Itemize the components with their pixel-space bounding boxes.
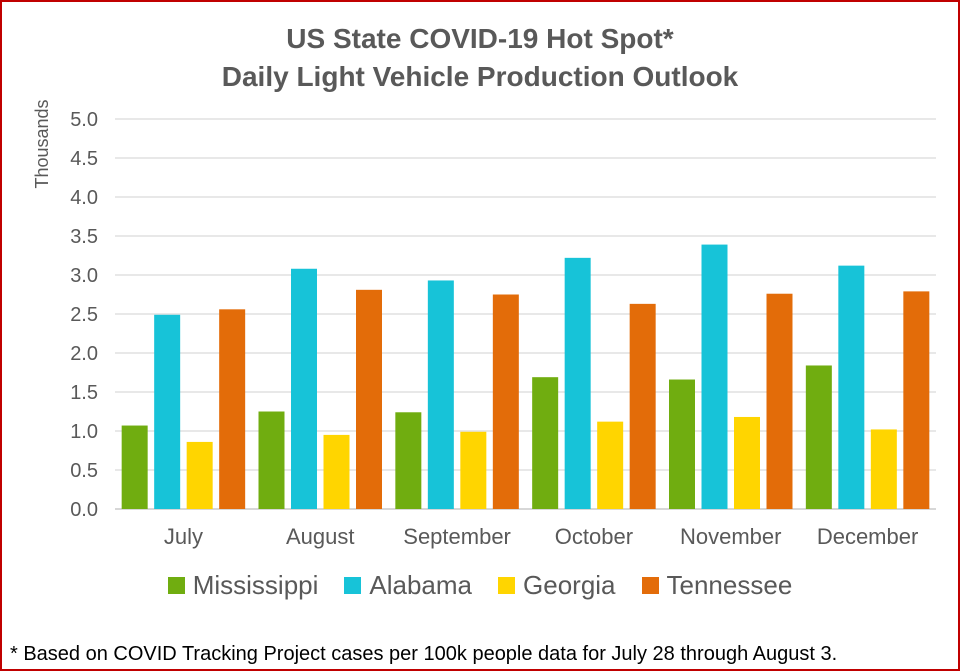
legend-item-mississippi: Mississippi [167, 570, 319, 601]
gridlines [115, 118, 936, 510]
bar-georgia-november [734, 416, 760, 509]
x-category-label: December [817, 524, 918, 549]
x-category-label: October [555, 524, 633, 549]
bar-tennessee-october [629, 303, 656, 509]
bar-mississippi-september [395, 412, 422, 509]
legend-swatch [167, 577, 185, 594]
y-axis-label: Thousands [32, 99, 52, 188]
bars [121, 244, 930, 509]
y-tick-label: 0.5 [70, 460, 98, 482]
legend-swatch [498, 577, 516, 594]
bar-alabama-december [838, 265, 865, 509]
y-tick-label: 4.0 [70, 187, 98, 209]
chart-subtitle: Daily Light Vehicle Production Outlook [221, 61, 739, 92]
y-tick-label: 3.5 [70, 226, 98, 248]
bar-chart: 0.0 0.5 1.0 1.5 2.0 2.5 3.0 3.5 4.0 4.5 5.0 July Au… [32, 99, 936, 549]
bar-alabama-july [154, 314, 181, 509]
legend-label: Mississippi [192, 570, 319, 600]
bar-georgia-july [186, 441, 213, 509]
y-tick-label: 0.0 [70, 499, 98, 521]
bar-mississippi-august [258, 411, 285, 509]
bar-tennessee-november [766, 293, 793, 509]
bar-mississippi-october [532, 377, 559, 509]
legend-item-georgia: Georgia [498, 570, 616, 601]
y-tick-label: 1.0 [70, 421, 98, 443]
bar-mississippi-july [121, 425, 148, 509]
chart-legend: Mississippi Alabama Georgia Tennessee [2, 570, 958, 601]
y-tick-label: 2.0 [70, 343, 98, 365]
x-axis-categories: July August September October November Decemb… [164, 524, 918, 549]
y-axis-ticks: 0.0 0.5 1.0 1.5 2.0 2.5 3.0 3.5 4.0 4.5 5.0 [70, 109, 98, 521]
bar-tennessee-december [903, 291, 930, 509]
bar-alabama-august [291, 268, 317, 509]
bar-georgia-september [460, 431, 487, 509]
legend-swatch [344, 577, 362, 594]
bar-tennessee-july [219, 309, 246, 509]
footnote: * Based on COVID Tracking Project cases … [10, 643, 838, 665]
legend-swatch [641, 577, 659, 594]
y-tick-label: 3.0 [70, 265, 98, 287]
legend-label: Alabama [369, 570, 473, 600]
bar-georgia-december [870, 429, 897, 509]
bar-alabama-october [564, 257, 591, 509]
legend-label: Georgia [523, 570, 616, 600]
bar-georgia-october [597, 421, 624, 509]
y-tick-label: 1.5 [70, 382, 98, 404]
y-tick-label: 5.0 [70, 109, 98, 131]
legend-item-alabama: Alabama [344, 570, 472, 601]
bar-mississippi-december [805, 365, 832, 509]
bar-alabama-november [701, 244, 728, 509]
x-category-label: July [164, 524, 203, 549]
bar-georgia-august [323, 434, 350, 509]
bar-mississippi-november [669, 379, 695, 509]
bar-alabama-september [427, 280, 454, 509]
x-category-label: August [286, 524, 355, 549]
chart-title: US State COVID-19 Hot Spot* [286, 23, 674, 54]
legend-label: Tennessee [666, 570, 793, 600]
y-tick-label: 2.5 [70, 304, 98, 326]
x-category-label: September [403, 524, 511, 549]
x-category-label: November [680, 524, 781, 549]
bar-tennessee-september [492, 294, 519, 509]
y-tick-label: 4.5 [70, 148, 98, 170]
bar-tennessee-august [356, 289, 382, 509]
legend-item-tennessee: Tennessee [641, 570, 793, 601]
